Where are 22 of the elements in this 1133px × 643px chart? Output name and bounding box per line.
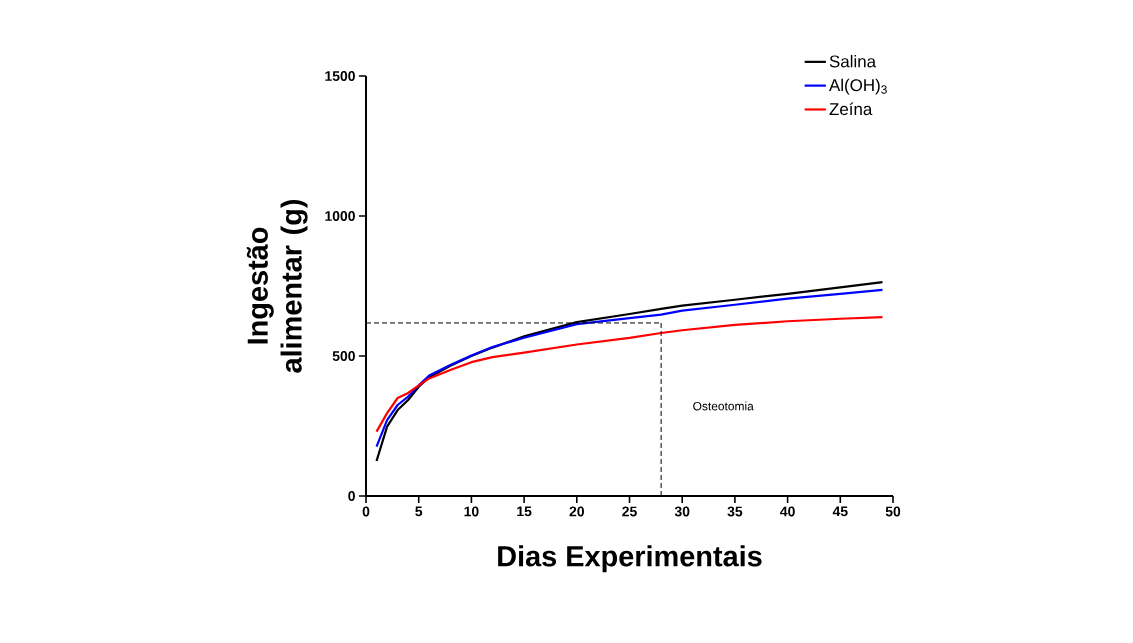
legend-label: Salina (829, 54, 877, 68)
x-tick-label: 45 (832, 506, 848, 517)
y-axis-title: Ingestão alimentar (g) (246, 199, 308, 373)
y-tick-label: 1500 (325, 71, 355, 81)
y-tick-label: 1000 (325, 211, 355, 221)
legend-label: Al(OH)$_{3}$ (829, 78, 887, 95)
legend-label: Zeína (829, 102, 873, 116)
x-axis-title: Dias Experimentais (498, 545, 762, 573)
x-tick-label: 35 (727, 506, 743, 517)
x-tick-label: 5 (415, 506, 423, 517)
x-tick-label: 40 (780, 506, 795, 517)
x-tick-label: 10 (464, 506, 479, 517)
line-series (375, 315, 884, 433)
x-tick-label: 50 (885, 506, 901, 517)
x-tick-label: 20 (569, 506, 584, 517)
x-tick-label: 30 (674, 506, 690, 517)
x-tick-label: 15 (517, 506, 532, 517)
y-tick-label: 0 (348, 491, 355, 501)
x-tick-label: 25 (622, 506, 637, 517)
ref-line-label: Osteotomia (693, 401, 754, 411)
x-tick-label: 0 (362, 506, 370, 517)
y-tick-label: 500 (332, 351, 355, 361)
